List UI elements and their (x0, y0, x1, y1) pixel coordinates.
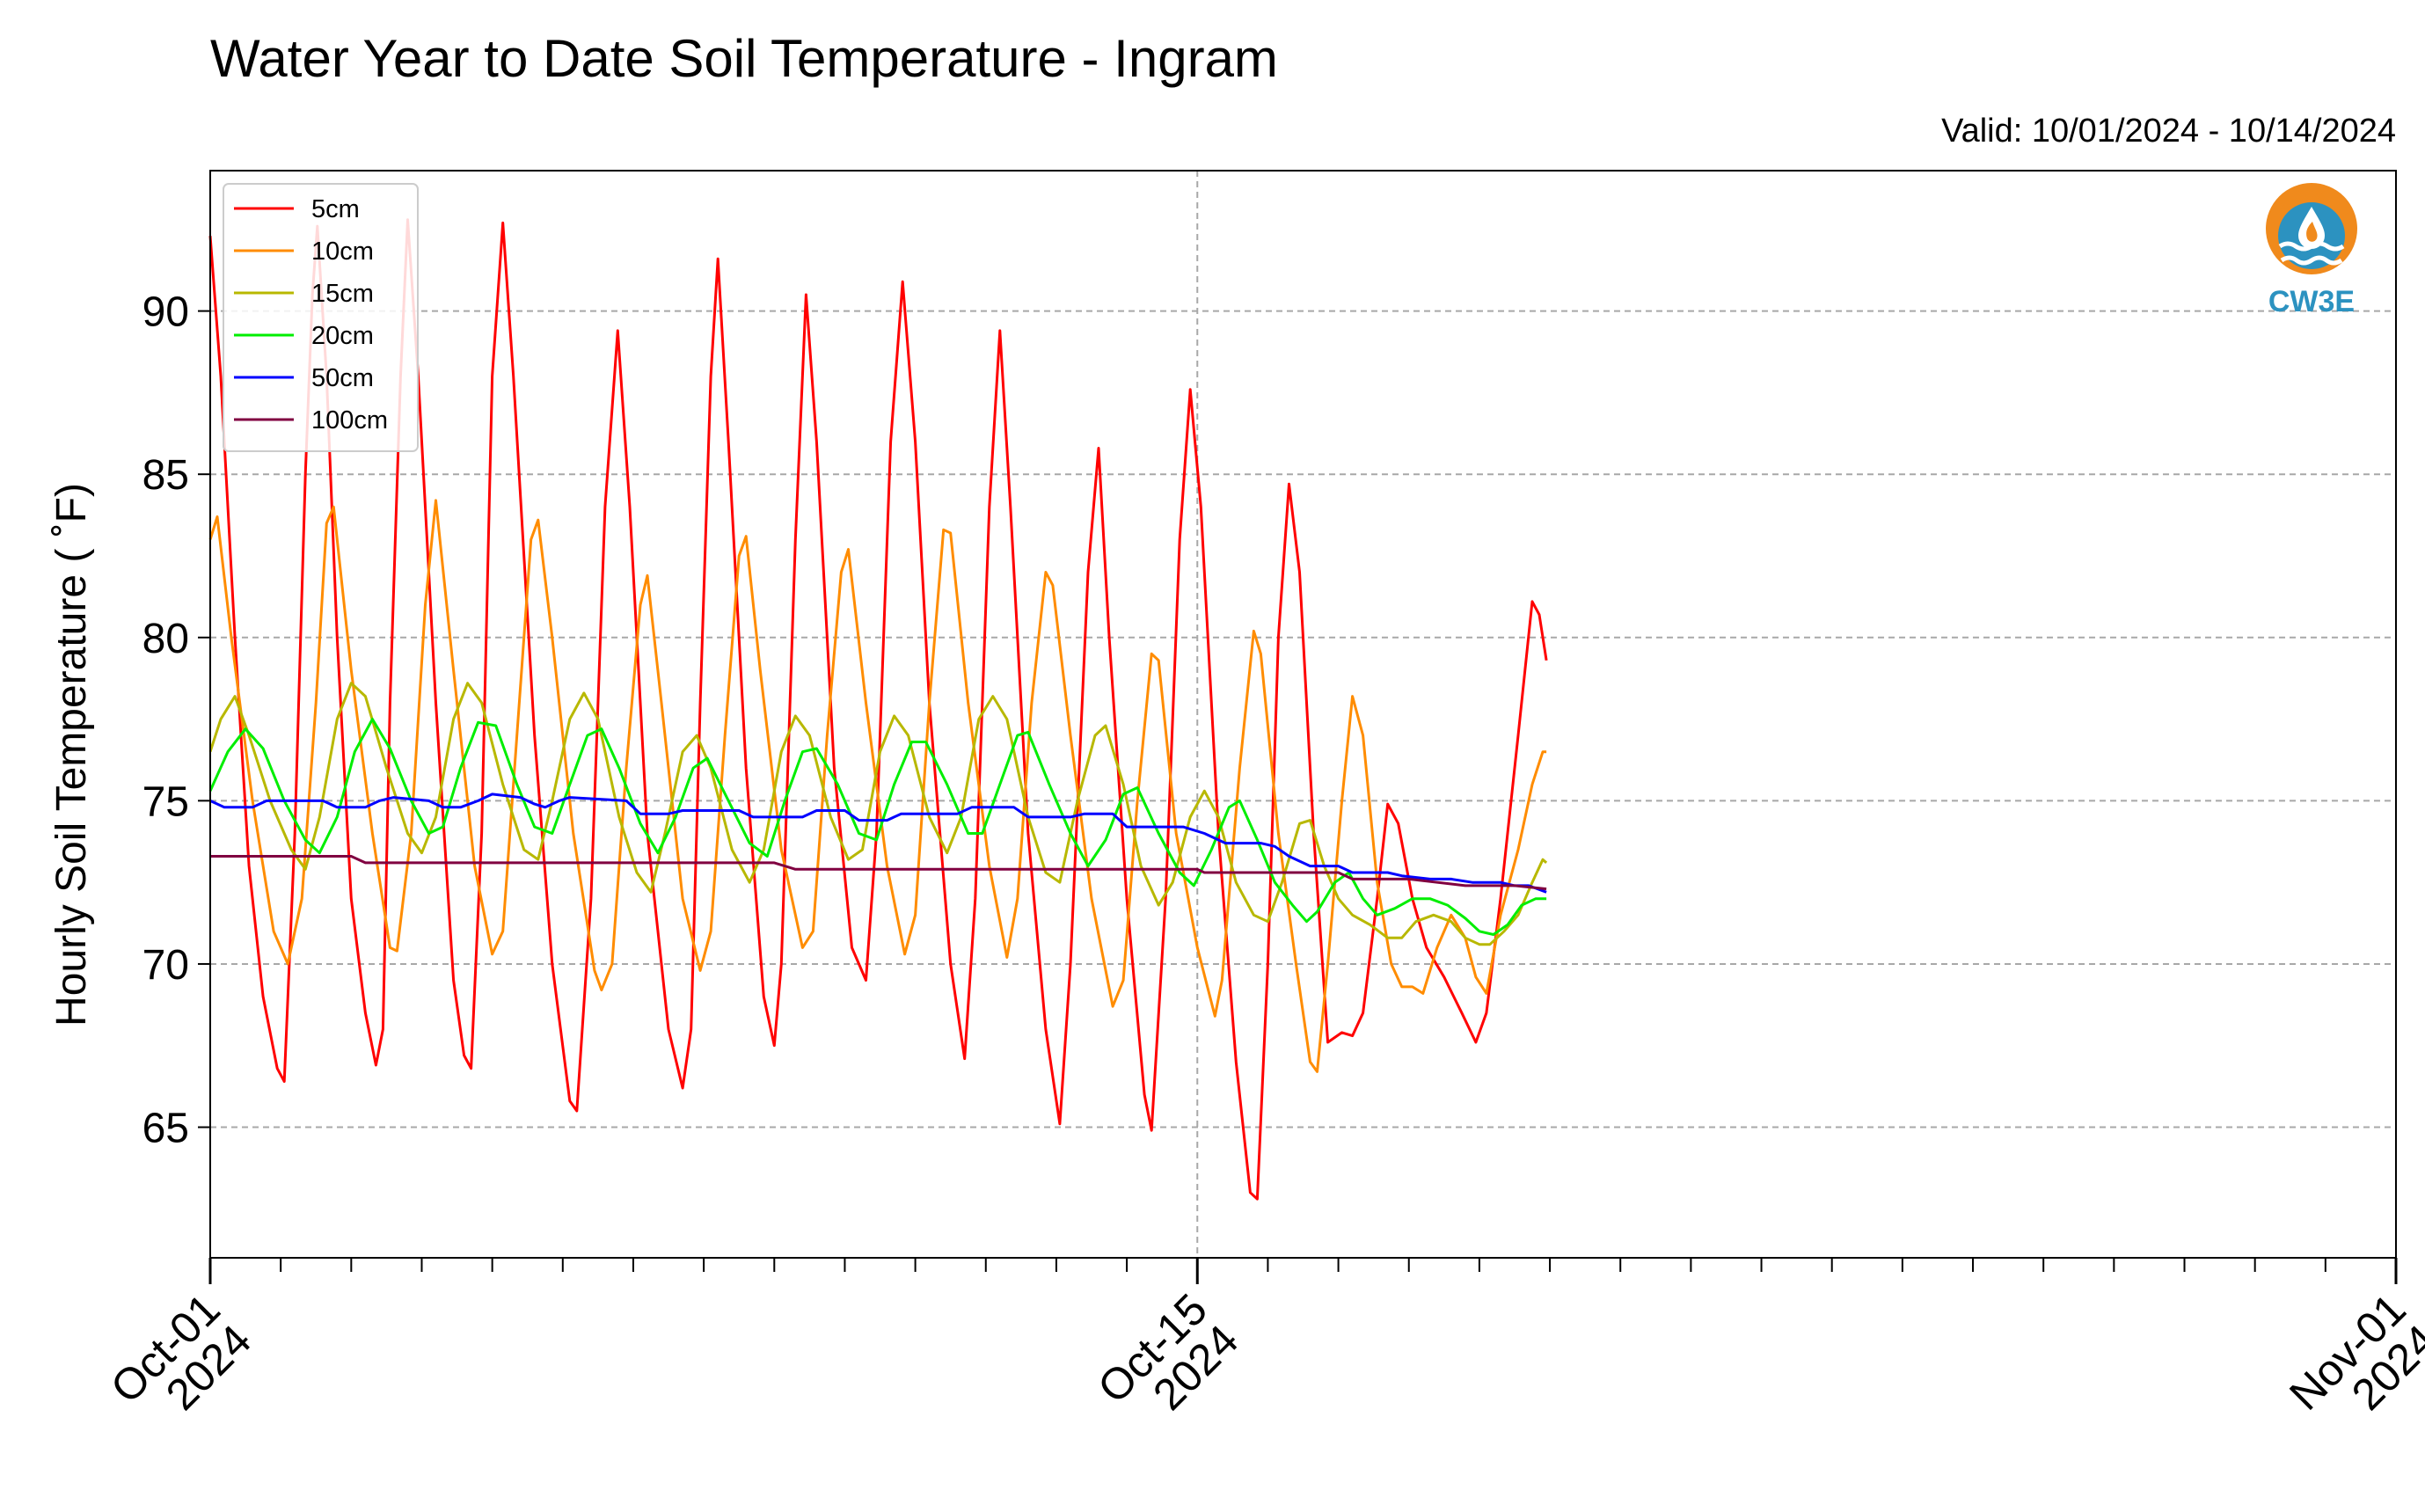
series-line-10cm (208, 499, 1547, 1073)
series-line-20cm (208, 718, 1547, 936)
y-axis-label: Hourly Soil Temperature ( ˚F) (48, 483, 95, 1026)
plot-frame (209, 170, 2397, 1259)
legend: 5cm 10cm 15cm 20cm 50cm 100cm (223, 183, 419, 452)
y-axis: 65 70 75 80 85 90 (142, 289, 210, 1152)
series-line-15cm (208, 682, 1548, 946)
legend-label-100cm: 100cm (311, 406, 388, 435)
y-tick-label: 75 (142, 778, 189, 825)
series-line-50cm (209, 793, 1547, 894)
cw3e-logo: CW3E (2266, 183, 2357, 318)
legend-label-20cm: 20cm (311, 322, 374, 350)
series-line-100cm (210, 855, 1547, 891)
y-tick-label: 80 (142, 616, 189, 662)
logo-flame-icon (2306, 222, 2318, 242)
chart-title: Water Year to Date Soil Temperature - In… (210, 29, 1278, 88)
legend-label-15cm: 15cm (311, 280, 374, 308)
y-tick-label: 65 (142, 1106, 189, 1152)
chart-subtitle: Valid: 10/01/2024 - 10/14/2024 (1941, 113, 2396, 150)
y-tick-label: 85 (142, 452, 189, 499)
series-line-5cm (208, 218, 1548, 1201)
legend-label-50cm: 50cm (311, 364, 374, 392)
y-tick-label: 70 (142, 942, 189, 989)
logo-text: CW3E (2268, 285, 2355, 318)
legend-label-5cm: 5cm (311, 195, 360, 223)
y-tick-label: 90 (142, 289, 189, 336)
legend-label-10cm: 10cm (311, 237, 374, 266)
series-lines (208, 218, 1548, 1201)
